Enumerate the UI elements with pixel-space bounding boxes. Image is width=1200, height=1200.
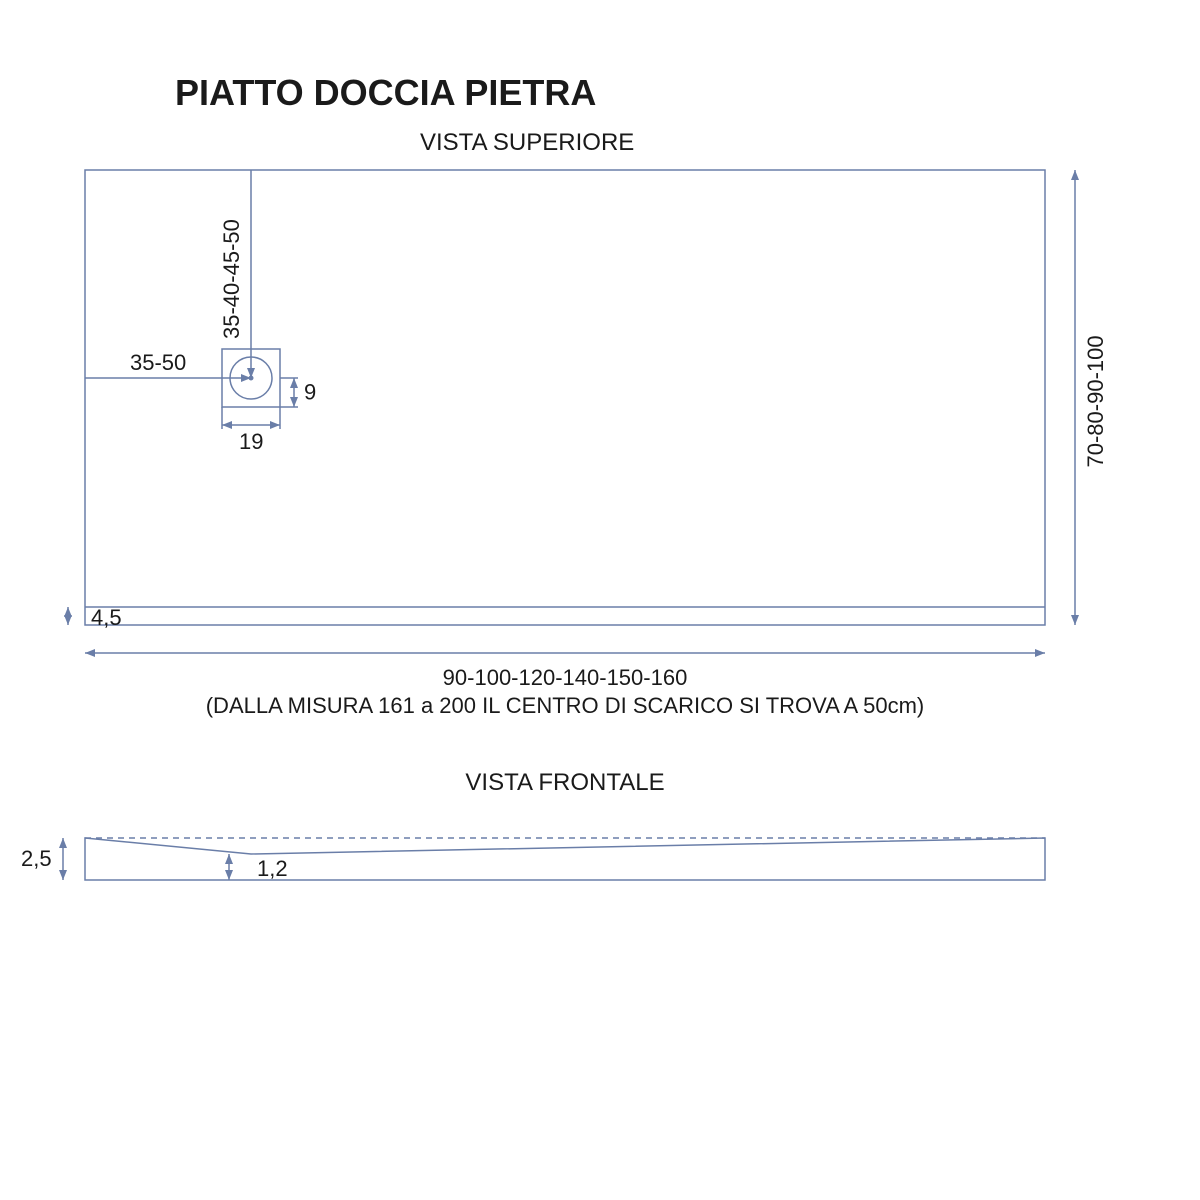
dim-height: 70-80-90-100 (1083, 335, 1108, 467)
top-view-label: VISTA SUPERIORE (420, 129, 634, 156)
dim-left-to-drain: 35-50 (130, 350, 186, 375)
dim-width-note: (DALLA MISURA 161 a 200 IL CENTRO DI SCA… (206, 693, 925, 718)
front-view-label: VISTA FRONTALE (465, 769, 664, 796)
dim-front-left-thickness: 2,5 (21, 846, 52, 871)
dim-width: 90-100-120-140-150-160 (443, 665, 688, 690)
dim-top-to-drain: 35-40-45-50 (219, 219, 244, 339)
dim-front-drain-thickness: 1,2 (257, 856, 288, 881)
dim-drain-width: 19 (239, 429, 263, 454)
dim-drain-half-height: 9 (304, 380, 316, 405)
dim-edge-thickness: 4,5 (91, 605, 122, 630)
title: PIATTO DOCCIA PIETRA (175, 72, 596, 113)
